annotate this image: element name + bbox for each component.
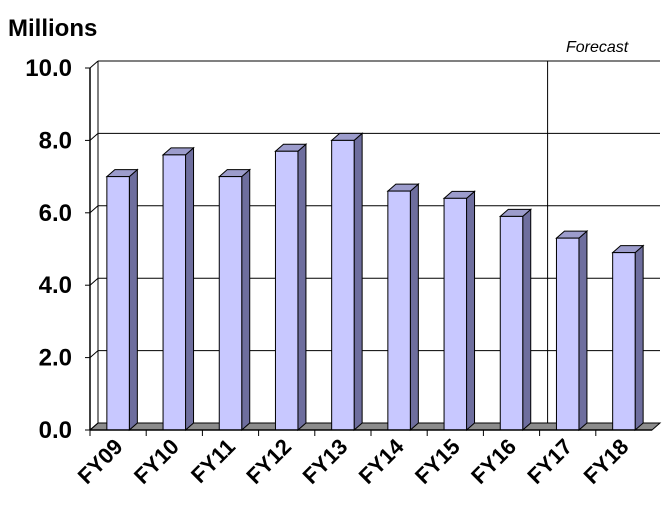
bar [217,168,252,432]
y-tick-depth [89,350,99,358]
bar [161,146,195,432]
x-tick-label: FY14 [354,433,409,488]
bar-side [185,146,195,432]
x-tick-label: FY11 [186,434,240,488]
x-tick-label: FY15 [410,434,465,489]
bar-side [128,168,138,432]
bars [105,132,645,432]
forecast-annotation: Forecast [566,39,629,56]
bar-front [443,197,468,431]
x-tick-label: FY10 [129,434,184,489]
bar [611,244,645,432]
x-tick-label: FY12 [241,434,296,489]
bar-side [522,208,532,432]
y-tick-label: 4.0 [39,272,72,299]
bar-side [466,190,476,432]
bar-side [634,244,644,432]
bar-side [578,230,588,432]
bar [386,182,420,432]
axes [85,60,652,436]
bar-front [106,176,130,431]
y-tick-label: 2.0 [39,345,72,372]
y-tick-label: 8.0 [39,127,72,154]
bar [498,208,533,432]
bar-front [387,190,411,431]
y-tick-depth [89,60,99,69]
bar-front [218,176,243,431]
y-tick-depth [89,422,99,431]
bar-front [162,154,187,431]
bar-front [331,139,355,431]
y-tick-depth [89,205,99,214]
x-tick-label: FY17 [522,434,577,489]
bar-side [353,132,363,432]
y-axis-title: Millions [8,15,97,42]
x-tick-label: FY13 [298,434,353,489]
bar-front [555,237,580,431]
bar [442,190,476,432]
bar-side [297,143,307,432]
bar-side [241,168,251,432]
y-tick-labels: 0.0 2.0 4.0 6.0 8.0 10.0 [25,55,72,444]
bar [274,143,308,432]
bar-front [274,150,299,431]
bar [555,230,589,432]
y-tick-label: 10.0 [25,55,72,82]
bar [330,132,364,432]
y-tick-depth [89,133,99,141]
x-tick-labels: FY09 FY10 FY11 FY12 FY13 FY14 FY15 FY16 FY17 FY18 [73,433,634,488]
x-tick-label: FY18 [579,434,634,489]
y-tick-label: 0.0 [39,417,72,444]
y-tick-depth [89,277,99,286]
bar-front [499,215,524,431]
x-tick-label: FY09 [73,434,128,489]
y-tick-label: 6.0 [39,200,72,227]
bar-side [409,182,419,432]
bar-front [612,252,636,431]
x-tick-label: FY16 [466,434,521,489]
bar [105,168,139,432]
